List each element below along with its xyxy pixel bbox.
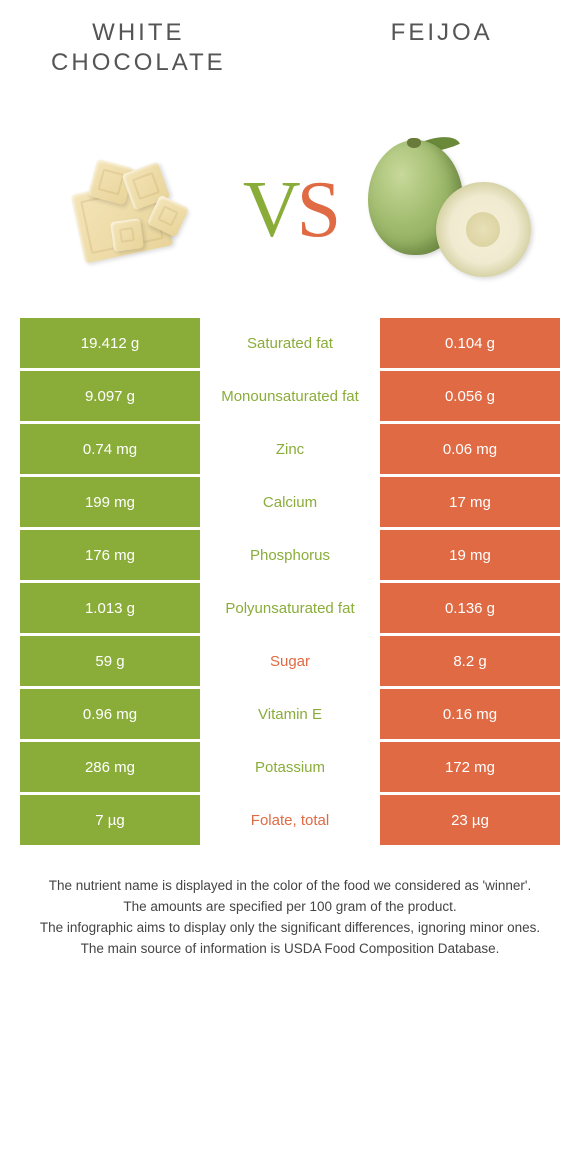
left-value: 9.097 g: [20, 371, 200, 421]
right-value: 0.06 mg: [380, 424, 560, 474]
right-value: 8.2 g: [380, 636, 560, 686]
nutrient-label: Folate, total: [200, 795, 380, 845]
left-value: 286 mg: [20, 742, 200, 792]
header: WHITE CHOCOLATE FEIJOA: [0, 0, 580, 120]
left-value: 19.412 g: [20, 318, 200, 368]
nutrient-label: Zinc: [200, 424, 380, 474]
white-chocolate-icon: [57, 145, 207, 275]
left-food-title: WHITE CHOCOLATE: [30, 18, 247, 78]
left-value: 1.013 g: [20, 583, 200, 633]
comparison-table: 19.412 gSaturated fat0.104 g9.097 gMonou…: [20, 318, 560, 845]
nutrient-label: Potassium: [200, 742, 380, 792]
right-food-title: FEIJOA: [333, 18, 550, 48]
left-value: 176 mg: [20, 530, 200, 580]
left-value: 59 g: [20, 636, 200, 686]
feijoa-icon: [363, 135, 533, 285]
table-row: 0.96 mgVitamin E0.16 mg: [20, 689, 560, 739]
right-value: 17 mg: [380, 477, 560, 527]
right-value: 0.16 mg: [380, 689, 560, 739]
table-row: 59 gSugar8.2 g: [20, 636, 560, 686]
vs-s: S: [297, 165, 338, 256]
table-row: 1.013 gPolyunsaturated fat0.136 g: [20, 583, 560, 633]
left-value: 199 mg: [20, 477, 200, 527]
right-value: 172 mg: [380, 742, 560, 792]
left-value: 7 µg: [20, 795, 200, 845]
images-row: VS: [0, 110, 580, 310]
right-value: 0.056 g: [380, 371, 560, 421]
vs-v: V: [243, 165, 297, 256]
left-food-image: [30, 120, 235, 300]
table-row: 199 mgCalcium17 mg: [20, 477, 560, 527]
nutrient-label: Polyunsaturated fat: [200, 583, 380, 633]
vs-label: VS: [235, 165, 345, 256]
footer-line: The main source of information is USDA F…: [30, 939, 550, 960]
nutrient-label: Vitamin E: [200, 689, 380, 739]
table-row: 286 mgPotassium172 mg: [20, 742, 560, 792]
nutrient-label: Calcium: [200, 477, 380, 527]
table-row: 7 µgFolate, total23 µg: [20, 795, 560, 845]
nutrient-label: Phosphorus: [200, 530, 380, 580]
nutrient-label: Sugar: [200, 636, 380, 686]
table-row: 176 mgPhosphorus19 mg: [20, 530, 560, 580]
nutrient-label: Monounsaturated fat: [200, 371, 380, 421]
table-row: 0.74 mgZinc0.06 mg: [20, 424, 560, 474]
right-value: 0.104 g: [380, 318, 560, 368]
footer-line: The amounts are specified per 100 gram o…: [30, 897, 550, 918]
footer-line: The infographic aims to display only the…: [30, 918, 550, 939]
right-food-image: [345, 120, 550, 300]
table-row: 19.412 gSaturated fat0.104 g: [20, 318, 560, 368]
left-value: 0.96 mg: [20, 689, 200, 739]
right-value: 19 mg: [380, 530, 560, 580]
right-value: 0.136 g: [380, 583, 560, 633]
right-value: 23 µg: [380, 795, 560, 845]
nutrient-label: Saturated fat: [200, 318, 380, 368]
footer-line: The nutrient name is displayed in the co…: [30, 876, 550, 897]
footer-notes: The nutrient name is displayed in the co…: [0, 848, 580, 960]
table-row: 9.097 gMonounsaturated fat0.056 g: [20, 371, 560, 421]
left-value: 0.74 mg: [20, 424, 200, 474]
